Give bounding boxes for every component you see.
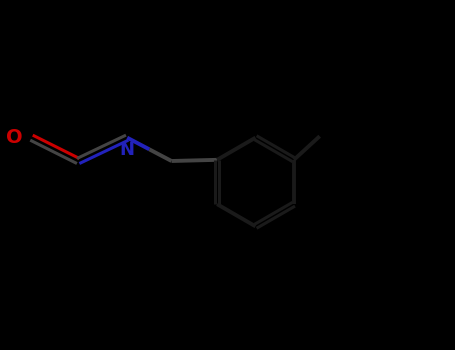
Text: N: N — [120, 141, 135, 159]
Text: O: O — [6, 128, 23, 147]
